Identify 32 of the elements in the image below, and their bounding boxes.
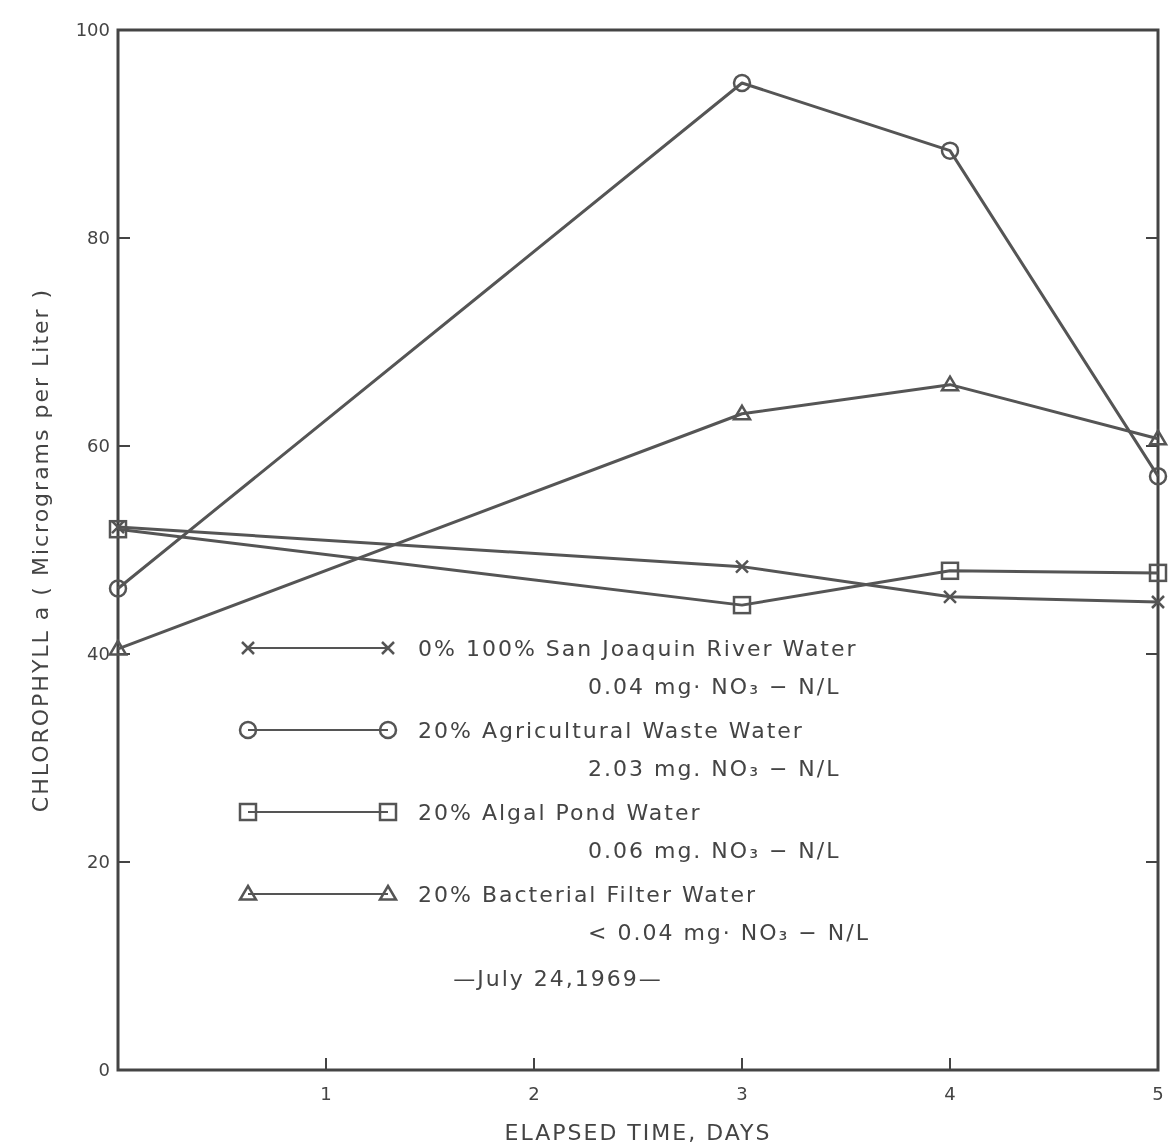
x-tick-label: 2	[528, 1083, 540, 1104]
x-tick-label: 5	[1152, 1083, 1164, 1104]
y-tick-label: 20	[87, 851, 110, 873]
y-tick-label: 40	[87, 643, 110, 665]
legend-label: 0% 100% San Joaquin River Water 0.04 mg· NO₃ − N/L	[418, 635, 858, 699]
x-tick-label: 1	[320, 1083, 332, 1104]
x-tick-label: 4	[944, 1083, 956, 1104]
point	[1148, 466, 1168, 486]
y-tick-label: 100	[75, 19, 110, 41]
legend-label: 20% Bacterial Filter Water < 0.04 mg· NO₃ − N/L	[418, 881, 870, 945]
point	[108, 639, 128, 656]
y-axis-title: CHLOROPHYLL a ( Micrograms per Liter )	[28, 287, 53, 813]
y-tick-label: 80	[87, 227, 110, 249]
point	[942, 589, 958, 605]
point	[940, 141, 960, 160]
point	[940, 375, 960, 392]
point	[108, 579, 128, 598]
point	[1148, 563, 1168, 583]
x-axis-title: ELAPSED TIME, DAYS	[504, 1120, 772, 1144]
annotation: —July 24,1969—	[453, 966, 663, 991]
point	[732, 595, 752, 615]
y-tick-label: 60	[87, 435, 110, 457]
point	[1150, 594, 1166, 610]
y-tick-label: 0	[98, 1059, 110, 1081]
point	[940, 561, 960, 581]
x-tick-label: 3	[736, 1083, 748, 1104]
point	[732, 73, 752, 93]
point	[732, 404, 752, 421]
point	[734, 559, 750, 574]
point	[1148, 429, 1168, 446]
legend-label: 20% Agricultural Waste Water 2.03 mg. NO₃ − N/L	[418, 717, 841, 781]
legend-label: 20% Algal Pond Water 0.06 mg. NO₃ − N/L	[418, 799, 841, 863]
